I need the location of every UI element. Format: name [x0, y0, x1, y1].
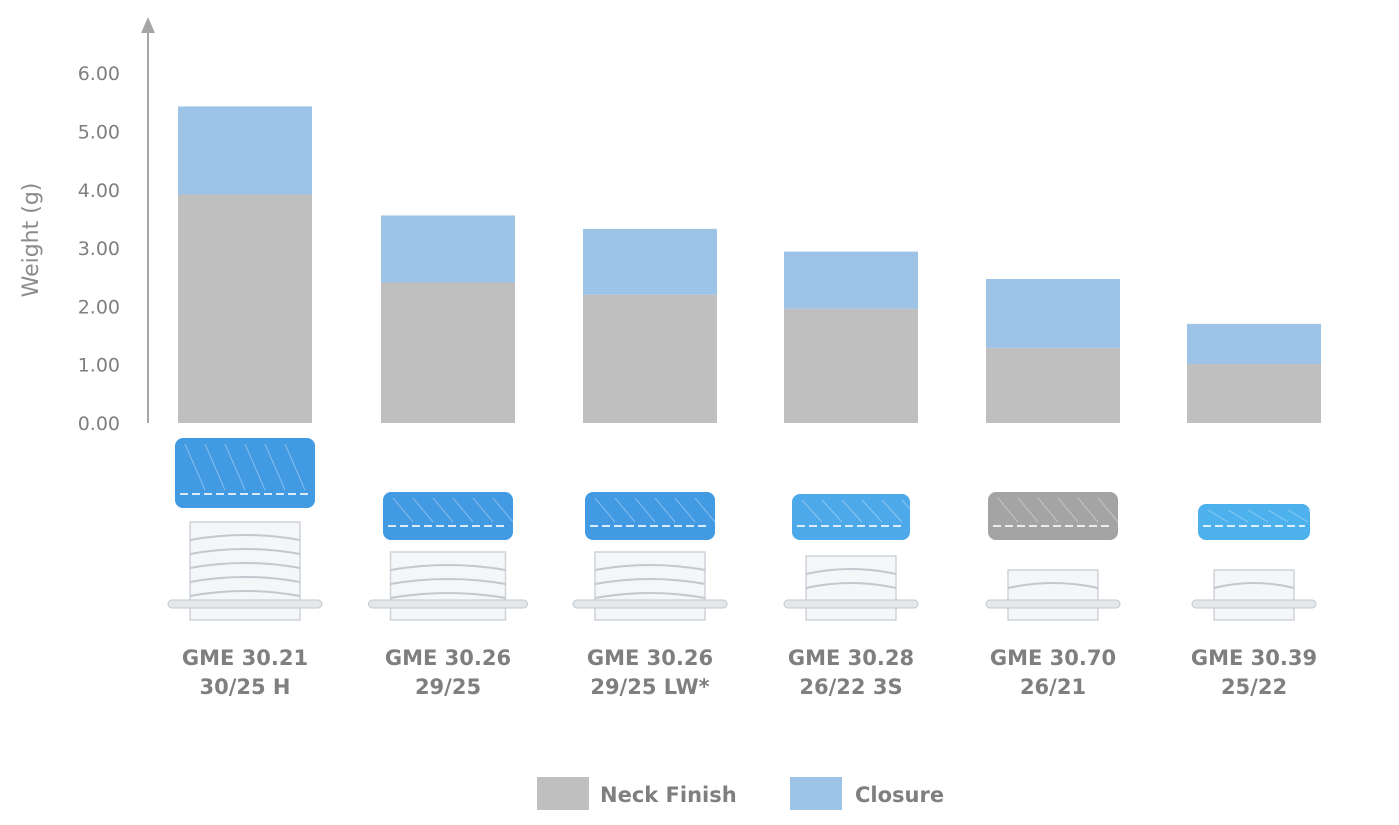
legend: Neck Finish Closure	[537, 777, 944, 810]
neck-finish-image	[572, 551, 728, 621]
y-tick-label: 3.00	[78, 238, 120, 260]
bar-neck-finish	[784, 308, 918, 423]
neck-finish-image	[985, 569, 1121, 621]
closure-image	[1198, 504, 1329, 540]
legend-label-neck-finish: Neck Finish	[600, 783, 737, 807]
y-tick-label: 4.00	[78, 180, 120, 202]
category-label: 29/25	[415, 675, 481, 699]
category-label: GME 30.26	[385, 646, 511, 670]
category-label: GME 30.21	[182, 646, 308, 670]
closure-image	[383, 492, 514, 540]
bar-neck-finish	[1187, 364, 1321, 423]
closure-image	[175, 438, 315, 508]
closure-image	[585, 492, 716, 540]
category-label: 25/22	[1221, 675, 1287, 699]
bar-closure	[986, 278, 1120, 348]
y-tick-label: 2.00	[78, 296, 120, 318]
category-label: GME 30.28	[788, 646, 914, 670]
category-label: 26/22 3S	[799, 675, 902, 699]
y-axis-arrow-icon	[141, 17, 155, 33]
y-tick-label: 5.00	[78, 122, 120, 144]
neck-finish-image	[1191, 569, 1317, 621]
bar-closure	[583, 228, 717, 295]
category-label: GME 30.70	[990, 646, 1116, 670]
category-label: 26/21	[1020, 675, 1086, 699]
bar-neck-finish	[381, 282, 515, 423]
bar-closure	[784, 251, 918, 309]
y-tick-label: 6.00	[78, 63, 120, 85]
closure-image	[988, 492, 1119, 540]
bar-closure	[1187, 323, 1321, 365]
y-axis	[141, 17, 155, 423]
y-tick-label: 1.00	[78, 355, 120, 377]
legend-label-closure: Closure	[855, 783, 944, 807]
neck-finish-image	[167, 521, 323, 621]
category-label: GME 30.39	[1191, 646, 1317, 670]
category-label: 29/25 LW*	[590, 675, 709, 699]
bar-closure	[178, 106, 312, 195]
category-label: 30/25 H	[199, 675, 290, 699]
closure-image	[792, 494, 923, 540]
neck-finish-image	[368, 551, 528, 621]
legend-swatch-neck-finish	[537, 777, 589, 810]
y-axis-label: Weight (g)	[19, 183, 44, 298]
category-label: GME 30.26	[587, 646, 713, 670]
y-tick-label: 0.00	[78, 413, 120, 435]
bar-neck-finish	[986, 347, 1120, 423]
bar-neck-finish	[178, 194, 312, 423]
legend-swatch-closure	[790, 777, 842, 810]
neck-finish-image	[783, 555, 919, 621]
bar-neck-finish	[583, 294, 717, 423]
bar-closure	[381, 215, 515, 283]
